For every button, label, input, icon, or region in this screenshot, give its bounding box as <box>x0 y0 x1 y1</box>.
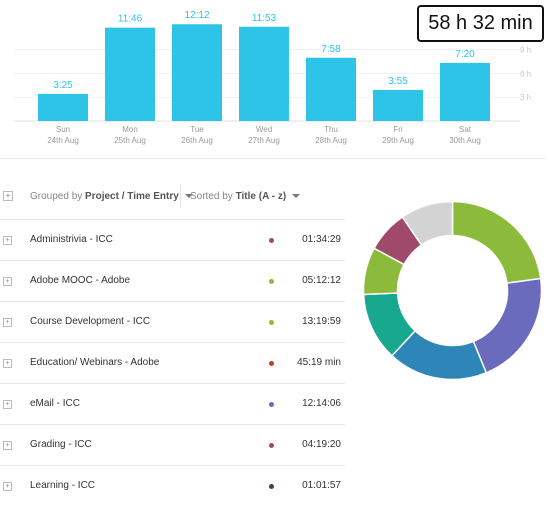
entry-title: Learning - ICC <box>30 480 96 491</box>
section-divider <box>0 158 545 159</box>
entry-row-grading[interactable]: + Grading - ICC 04:19:20 <box>0 424 345 465</box>
bar-sun[interactable] <box>38 93 88 121</box>
toolbar-separator <box>180 184 181 208</box>
donut-slice[interactable] <box>401 200 454 247</box>
list-toolbar: + Grouped by Project / Time Entry Sorted… <box>0 184 345 210</box>
bar-fri[interactable] <box>373 89 423 121</box>
bar-mon[interactable] <box>105 27 155 121</box>
sort-by-prefix: Sorted by <box>190 191 233 202</box>
bar-value-label: 11:53 <box>252 13 277 24</box>
entry-duration: 13:19:59 <box>302 316 341 327</box>
entry-title: Course Development - ICC <box>30 316 151 327</box>
entry-row-course-development[interactable]: + Course Development - ICC 13:19:59 <box>0 301 345 342</box>
entry-color-dot <box>269 279 274 284</box>
entry-row-education-webinars[interactable]: + Education/ Webinars - Adobe 45:19 min <box>0 342 345 383</box>
x-date-label: 30th Aug <box>449 136 481 145</box>
expand-icon[interactable]: + <box>3 400 12 409</box>
sort-by-dropdown[interactable]: Sorted by Title (A - z) <box>190 191 301 202</box>
bar-value-label: 12:12 <box>184 10 209 21</box>
donut-slice[interactable] <box>451 200 542 284</box>
expand-icon[interactable]: + <box>3 359 12 368</box>
entry-color-dot <box>269 238 274 243</box>
entry-title: Education/ Webinars - Adobe <box>30 357 160 368</box>
entry-row-learning[interactable]: + Learning - ICC 01:01:57 <box>0 465 345 506</box>
total-time-badge: 58 h 32 min <box>417 5 544 42</box>
x-date-label: 27th Aug <box>248 136 280 145</box>
x-date-label: 28th Aug <box>315 136 347 145</box>
bar-thu[interactable] <box>306 57 356 121</box>
bar-wed[interactable] <box>239 26 289 121</box>
chevron-down-icon <box>184 194 193 199</box>
y-tick-label: 6 h <box>520 69 531 78</box>
x-day-label: Wed <box>256 125 272 134</box>
entry-color-dot <box>269 484 274 489</box>
x-day-label: Sat <box>459 125 472 134</box>
entry-title: Administrivia - ICC <box>30 234 113 245</box>
x-date-label: 25th Aug <box>114 136 146 145</box>
x-date-label: 24th Aug <box>47 136 79 145</box>
y-tick-label: 3 h <box>520 93 531 102</box>
bar-sat[interactable] <box>440 62 490 121</box>
entry-duration: 04:19:20 <box>302 439 341 450</box>
expand-icon[interactable]: + <box>3 482 12 491</box>
entry-duration: 05:12:12 <box>302 275 341 286</box>
group-by-value: Project / Time Entry <box>85 191 179 202</box>
bar-tue[interactable] <box>172 24 222 121</box>
donut-slice[interactable] <box>472 277 543 374</box>
x-day-label: Thu <box>324 125 338 134</box>
sort-by-value: Title (A - z) <box>235 191 287 202</box>
expand-icon[interactable]: + <box>3 441 12 450</box>
daily-hours-chart: 3 h 6 h 9 h 3:25 Sun 24th Aug 11:46 Mon 25th Aug… <box>0 0 550 160</box>
y-tick-label: 9 h <box>520 46 531 55</box>
entry-color-dot <box>269 320 274 325</box>
expand-icon[interactable]: + <box>3 277 12 286</box>
entry-duration: 45:19 min <box>297 357 341 368</box>
entry-row-adobe-mooc[interactable]: + Adobe MOOC - Adobe 05:12:12 <box>0 260 345 301</box>
entry-title: eMail - ICC <box>30 398 81 409</box>
x-day-label: Sun <box>56 125 70 134</box>
entry-title: Adobe MOOC - Adobe <box>30 275 131 286</box>
expand-all-icon[interactable]: + <box>3 191 13 201</box>
bar-value-label: 3:25 <box>53 80 73 91</box>
group-by-dropdown[interactable]: Grouped by Project / Time Entry <box>30 191 193 202</box>
project-share-donut-chart <box>362 200 543 381</box>
x-date-label: 29th Aug <box>382 136 414 145</box>
x-day-label: Tue <box>190 125 204 134</box>
entry-color-dot <box>269 361 274 366</box>
entry-duration: 12:14:06 <box>302 398 341 409</box>
bar-value-label: 3:55 <box>388 76 408 87</box>
entry-color-dot <box>269 443 274 448</box>
entry-row-email[interactable]: + eMail - ICC 12:14:06 <box>0 383 345 424</box>
group-by-prefix: Grouped by <box>30 191 83 202</box>
entry-title: Grading - ICC <box>30 439 92 450</box>
entry-duration: 01:34:29 <box>302 234 341 245</box>
entry-duration: 01:01:57 <box>302 480 341 491</box>
bar-value-label: 11:46 <box>118 14 143 25</box>
bar-value-label: 7:20 <box>455 49 475 60</box>
entry-list: + Administrivia - ICC 01:34:29 + Adobe M… <box>0 219 345 506</box>
x-day-label: Mon <box>122 125 138 134</box>
x-day-label: Fri <box>393 125 403 134</box>
x-date-label: 26th Aug <box>181 136 213 145</box>
bar-chart-svg: 3 h 6 h 9 h 3:25 Sun 24th Aug 11:46 Mon 25th Aug… <box>14 10 531 145</box>
expand-icon[interactable]: + <box>3 318 12 327</box>
entry-color-dot <box>269 402 274 407</box>
bar-value-label: 7:58 <box>321 44 341 55</box>
expand-icon[interactable]: + <box>3 236 12 245</box>
chevron-down-icon <box>292 194 301 199</box>
entry-row-administrivia[interactable]: + Administrivia - ICC 01:34:29 <box>0 219 345 260</box>
